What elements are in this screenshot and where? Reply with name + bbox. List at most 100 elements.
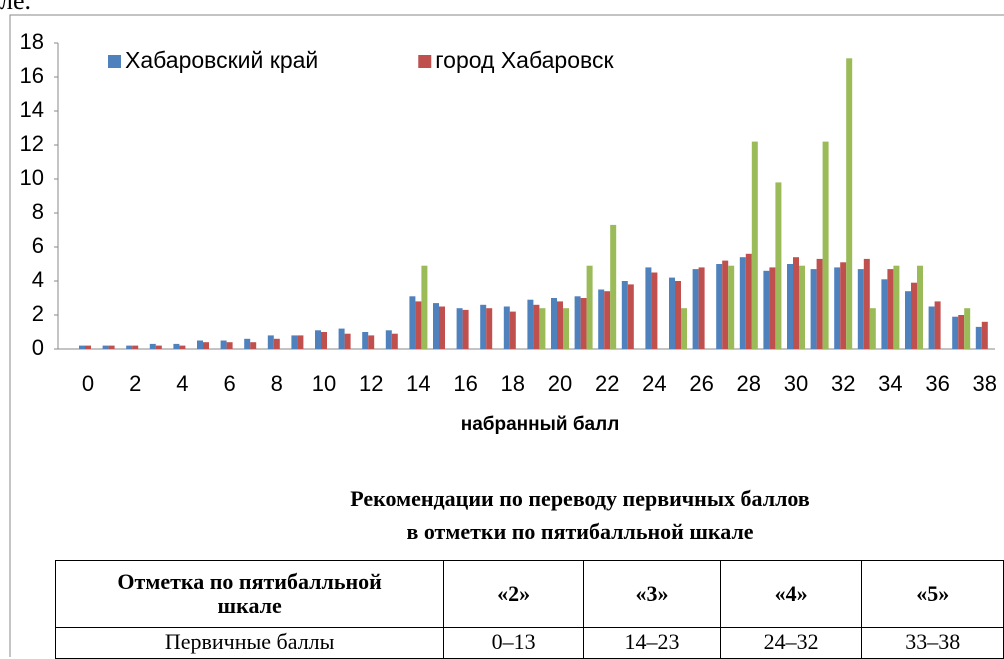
table-header: Отметка по пятибалльной шкале «2» «3» «4…	[54, 560, 1004, 628]
bar	[480, 304, 487, 349]
bar	[173, 343, 180, 349]
bar	[85, 345, 91, 349]
bar	[917, 265, 923, 349]
bar	[297, 335, 304, 349]
x-tick-label: 8	[271, 371, 283, 396]
cell: Первичные баллы	[54, 627, 445, 659]
y-tick-label: 2	[32, 301, 44, 326]
bar	[669, 277, 675, 349]
bar	[563, 308, 569, 349]
x-tick-label: 26	[689, 371, 713, 396]
bar	[132, 345, 139, 349]
bar	[745, 253, 752, 349]
bar	[787, 264, 793, 349]
bar	[863, 258, 870, 349]
bar	[928, 306, 935, 349]
legend-label: Хабаровский край	[125, 47, 318, 73]
y-tick-label: 10	[20, 165, 44, 190]
bar	[527, 299, 534, 349]
bar	[391, 333, 398, 349]
bar	[586, 265, 593, 349]
x-tick-label: 10	[312, 371, 336, 396]
y-tick-label: 4	[32, 267, 44, 292]
cell: 33–38	[861, 627, 1004, 659]
bar	[155, 345, 162, 349]
bar	[415, 301, 422, 349]
bar	[857, 269, 864, 349]
header-cell: «5»	[861, 560, 1004, 628]
bar	[203, 342, 209, 349]
bar	[728, 265, 735, 349]
y-tick-label: 8	[32, 199, 44, 224]
heading-line: Рекомендации по переводу первичных балло…	[350, 486, 810, 511]
grade-table: Отметка по пятибалльной шкале «2» «3» «4…	[54, 560, 1004, 659]
y-tick-label: 18	[20, 29, 44, 54]
y-tick-label: 16	[20, 63, 44, 88]
bar	[775, 182, 782, 349]
bar	[810, 269, 817, 349]
bar	[79, 345, 85, 349]
bar	[409, 296, 416, 349]
bar	[421, 265, 428, 349]
legend-swatch	[418, 55, 432, 68]
bar	[610, 224, 617, 349]
bar	[681, 308, 687, 349]
bar	[840, 262, 847, 349]
cell: 24–32	[719, 627, 863, 659]
bar	[362, 332, 369, 349]
bar	[551, 298, 557, 349]
x-tick-label: 24	[642, 371, 666, 396]
bar	[698, 267, 705, 349]
x-tick-label: 2	[129, 371, 141, 396]
bar	[439, 306, 445, 349]
bar	[799, 265, 805, 349]
bar	[739, 257, 746, 349]
x-tick-label: 14	[406, 371, 430, 396]
heading-line: в отметки по пятибалльной шкале	[406, 519, 754, 544]
bar	[905, 291, 911, 349]
bar	[102, 345, 109, 349]
x-tick-label: 6	[223, 371, 235, 396]
bar	[887, 269, 894, 349]
table-row: Первичные баллы 0–13 14–23 24–32 33–38	[54, 627, 1004, 659]
bar	[958, 315, 965, 349]
bar	[126, 345, 133, 349]
chart-frame	[9, 14, 1004, 657]
header-text: Отметка по пятибалльной шкале	[117, 569, 382, 618]
bar	[250, 342, 257, 349]
x-tick-label: 0	[82, 371, 94, 396]
bar	[273, 338, 280, 349]
bar	[869, 308, 876, 349]
bar	[952, 316, 959, 349]
x-tick-label: 36	[925, 371, 949, 396]
bar	[509, 311, 516, 349]
bar	[893, 265, 900, 349]
x-tick-label: 4	[176, 371, 188, 396]
bar	[220, 340, 227, 349]
x-tick-label: 18	[501, 371, 525, 396]
y-tick-label: 0	[32, 335, 44, 360]
header-cell: «4»	[719, 560, 863, 628]
bar	[651, 272, 658, 349]
bar	[321, 332, 327, 349]
bar	[462, 309, 469, 349]
cell: 0–13	[443, 627, 584, 659]
x-axis-label: набранный балл	[461, 414, 620, 435]
x-tick-label: 22	[595, 371, 619, 396]
x-tick-label: 20	[548, 371, 572, 396]
bar	[645, 267, 652, 349]
bar	[539, 308, 546, 349]
y-tick-label: 14	[20, 97, 44, 122]
bar	[769, 267, 776, 349]
bar	[822, 141, 829, 349]
bar	[627, 284, 634, 349]
bar	[433, 303, 439, 349]
bar	[722, 260, 729, 349]
bar	[763, 270, 770, 349]
bar	[503, 306, 510, 349]
bar	[692, 269, 699, 349]
x-tick-label: 12	[359, 371, 383, 396]
bar	[244, 338, 251, 349]
